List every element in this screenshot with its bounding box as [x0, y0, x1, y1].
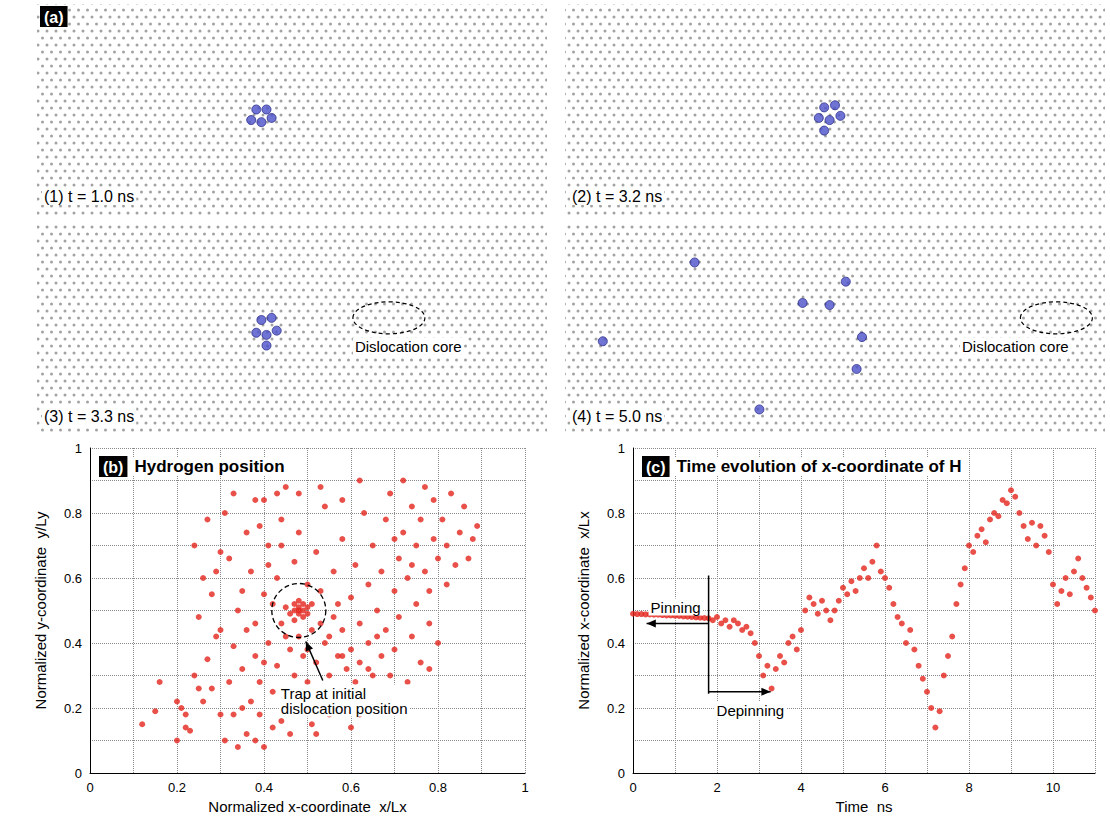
svg-text:dislocation position: dislocation position — [281, 700, 408, 717]
svg-text:0.6: 0.6 — [64, 571, 82, 586]
svg-text:Normalized y-coordinate y/Ly: Normalized y-coordinate y/Ly — [32, 511, 49, 709]
svg-text:10: 10 — [1046, 780, 1060, 795]
svg-text:Dislocation core: Dislocation core — [962, 338, 1069, 355]
svg-text:0: 0 — [618, 766, 625, 781]
svg-text:6: 6 — [881, 780, 888, 795]
svg-text:0.4: 0.4 — [607, 636, 625, 651]
svg-text:0: 0 — [75, 766, 82, 781]
svg-text:0.2: 0.2 — [168, 780, 186, 795]
svg-text:Pinning: Pinning — [651, 599, 701, 616]
svg-text:Hydrogen position: Hydrogen position — [134, 457, 284, 476]
svg-text:0.8: 0.8 — [607, 506, 625, 521]
svg-text:4: 4 — [797, 780, 804, 795]
svg-text:(2) t = 3.2 ns: (2) t = 3.2 ns — [572, 188, 662, 205]
svg-text:(c): (c) — [646, 459, 666, 476]
svg-text:(4) t = 5.0 ns: (4) t = 5.0 ns — [572, 408, 662, 425]
svg-text:1: 1 — [618, 441, 625, 456]
svg-text:0: 0 — [629, 780, 636, 795]
svg-text:8: 8 — [965, 780, 972, 795]
svg-text:0.2: 0.2 — [607, 701, 625, 716]
svg-text:0.6: 0.6 — [607, 571, 625, 586]
svg-text:(1) t = 1.0 ns: (1) t = 1.0 ns — [44, 188, 134, 205]
svg-text:Time evolution of x-coordinate: Time evolution of x-coordinate of H — [677, 457, 962, 476]
svg-text:1: 1 — [75, 441, 82, 456]
svg-text:Time ns: Time ns — [836, 798, 893, 815]
svg-text:0: 0 — [86, 780, 93, 795]
svg-text:(b): (b) — [103, 459, 123, 476]
svg-text:Dislocation core: Dislocation core — [355, 338, 462, 355]
svg-text:Trap at initial: Trap at initial — [280, 684, 367, 702]
svg-text:(3) t = 3.3 ns: (3) t = 3.3 ns — [44, 408, 134, 425]
svg-text:0.8: 0.8 — [64, 506, 82, 521]
svg-text:0.4: 0.4 — [64, 636, 82, 651]
svg-text:1: 1 — [521, 780, 528, 795]
svg-text:2: 2 — [713, 780, 720, 795]
svg-text:0.6: 0.6 — [342, 780, 360, 795]
svg-text:Normalized x-coordinate x/Lx: Normalized x-coordinate x/Lx — [575, 511, 592, 710]
svg-text:0.4: 0.4 — [255, 780, 273, 795]
svg-text:0.8: 0.8 — [429, 780, 447, 795]
svg-text:(a): (a) — [44, 9, 64, 26]
svg-text:Depinning: Depinning — [717, 702, 785, 719]
svg-text:Normalized x-coordinate x/Lx: Normalized x-coordinate x/Lx — [208, 798, 407, 815]
svg-text:0.2: 0.2 — [64, 701, 82, 716]
